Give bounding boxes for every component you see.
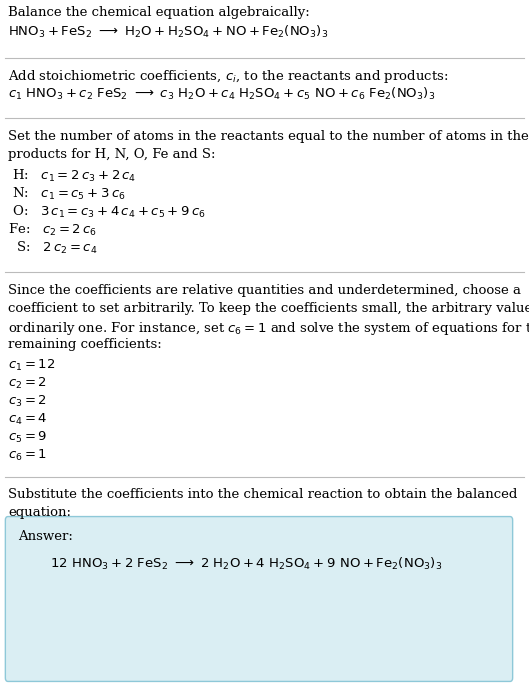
Text: Answer:: Answer: [18,530,73,543]
Text: S:   $2\,c_2 = c_4$: S: $2\,c_2 = c_4$ [8,240,98,256]
Text: $c_1\ \mathrm{HNO_3} + c_2\ \mathrm{FeS_2} \ \longrightarrow \ c_3\ \mathrm{H_2O: $c_1\ \mathrm{HNO_3} + c_2\ \mathrm{FeS_… [8,86,435,102]
Text: Substitute the coefficients into the chemical reaction to obtain the balanced: Substitute the coefficients into the che… [8,488,517,501]
Text: ordinarily one. For instance, set $c_6 = 1$ and solve the system of equations fo: ordinarily one. For instance, set $c_6 =… [8,320,529,337]
Text: $c_2 = 2$: $c_2 = 2$ [8,376,47,391]
Text: Since the coefficients are relative quantities and underdetermined, choose a: Since the coefficients are relative quan… [8,284,521,297]
Text: $c_1 = 12$: $c_1 = 12$ [8,358,56,373]
Text: remaining coefficients:: remaining coefficients: [8,338,162,351]
Text: $\mathrm{HNO_3 + FeS_2 \ \longrightarrow \ H_2O + H_2SO_4 + NO + Fe_2(NO_3)_3}$: $\mathrm{HNO_3 + FeS_2 \ \longrightarrow… [8,24,328,40]
Text: Set the number of atoms in the reactants equal to the number of atoms in the: Set the number of atoms in the reactants… [8,130,529,143]
Text: Fe:   $c_2 = 2\,c_6$: Fe: $c_2 = 2\,c_6$ [8,222,97,238]
Text: $c_5 = 9$: $c_5 = 9$ [8,430,47,445]
FancyBboxPatch shape [5,517,513,682]
Text: H:   $c_1 = 2\,c_3 + 2\,c_4$: H: $c_1 = 2\,c_3 + 2\,c_4$ [8,168,136,184]
Text: $c_3 = 2$: $c_3 = 2$ [8,394,47,409]
Text: $c_6 = 1$: $c_6 = 1$ [8,448,47,463]
Text: coefficient to set arbitrarily. To keep the coefficients small, the arbitrary va: coefficient to set arbitrarily. To keep … [8,302,529,315]
Text: products for H, N, O, Fe and S:: products for H, N, O, Fe and S: [8,148,215,161]
Text: $c_4 = 4$: $c_4 = 4$ [8,412,48,427]
Text: Add stoichiometric coefficients, $c_i$, to the reactants and products:: Add stoichiometric coefficients, $c_i$, … [8,68,449,85]
Text: $12\ \mathrm{HNO_3} + 2\ \mathrm{FeS_2} \ \longrightarrow \ 2\ \mathrm{H_2O} + 4: $12\ \mathrm{HNO_3} + 2\ \mathrm{FeS_2} … [50,556,442,572]
Text: Balance the chemical equation algebraically:: Balance the chemical equation algebraica… [8,6,310,19]
Text: equation:: equation: [8,506,71,519]
Text: O:   $3\,c_1 = c_3 + 4\,c_4 + c_5 + 9\,c_6$: O: $3\,c_1 = c_3 + 4\,c_4 + c_5 + 9\,c_6… [8,204,206,220]
Text: N:   $c_1 = c_5 + 3\,c_6$: N: $c_1 = c_5 + 3\,c_6$ [8,186,125,202]
